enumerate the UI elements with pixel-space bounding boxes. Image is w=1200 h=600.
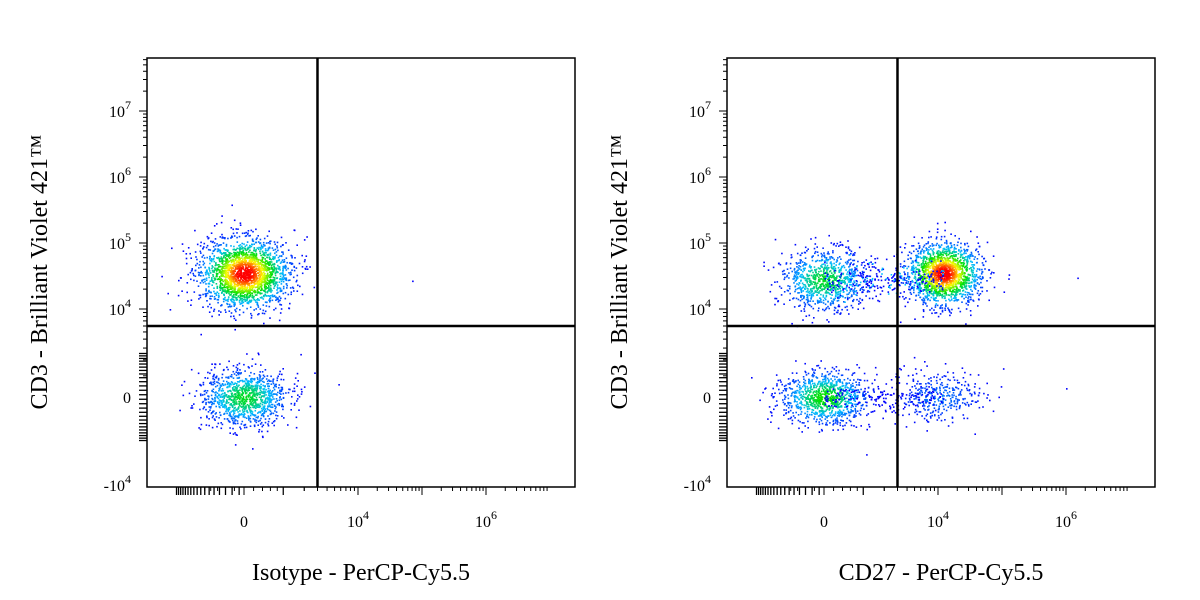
density-plot-1: 0 104 106 -104 0 104 105 106 107 Isotype - PerCP-… — [27, 57, 576, 586]
outlier-events — [1066, 277, 1079, 390]
y-axis: -104 0 104 105 106 107 — [104, 59, 147, 495]
y-tick-label: -104 — [104, 472, 131, 495]
x-tick-label: 104 — [347, 508, 369, 531]
x-axis: 0 104 106 — [175, 487, 548, 531]
x-axis-title: Isotype - PerCP-Cy5.5 — [252, 560, 470, 586]
event-dots — [751, 221, 1079, 456]
x-tick-label: 104 — [927, 508, 949, 531]
population-cd3-cd27- — [751, 360, 893, 456]
x-tick-label: 106 — [1055, 508, 1077, 531]
x-tick-label: 106 — [475, 508, 497, 531]
y-tick-label: 107 — [109, 98, 131, 121]
x-tick-label: 0 — [820, 514, 828, 531]
y-tick-label: 105 — [109, 230, 131, 253]
event-dots — [161, 204, 414, 450]
y-axis-title: CD3 - Brilliant Violet 421™ — [27, 135, 53, 410]
y-axis-title: CD3 - Brilliant Violet 421™ — [607, 135, 633, 410]
population-cd3- — [161, 204, 319, 336]
y-axis: -104 0 104 105 106 107 — [684, 59, 727, 495]
population-bridge — [824, 254, 945, 414]
y-tick-label: 104 — [109, 296, 131, 319]
y-tick-label: 106 — [689, 164, 711, 187]
plot-frame — [726, 57, 1156, 488]
y-tick-label: 106 — [109, 164, 131, 187]
x-tick-label: 0 — [240, 514, 248, 531]
y-tick-label: 104 — [689, 296, 711, 319]
y-tick-label: 0 — [123, 390, 131, 407]
density-plot-2: 0 104 106 -104 0 104 105 106 107 CD27 - PerCP-Cy5… — [607, 57, 1156, 586]
x-axis: 0 104 106 — [755, 487, 1128, 531]
x-axis-title: CD27 - PerCP-Cy5.5 — [839, 560, 1044, 586]
plot-frame — [146, 57, 576, 488]
y-tick-label: -104 — [684, 472, 711, 495]
y-tick-label: 107 — [689, 98, 711, 121]
y-tick-label: 105 — [689, 230, 711, 253]
population-cd3-cd27- — [763, 234, 883, 328]
y-tick-label: 0 — [703, 390, 711, 407]
population-cd3- — [179, 352, 340, 450]
outlier-events — [412, 280, 414, 283]
population-cd3-cd27- — [885, 221, 1011, 325]
